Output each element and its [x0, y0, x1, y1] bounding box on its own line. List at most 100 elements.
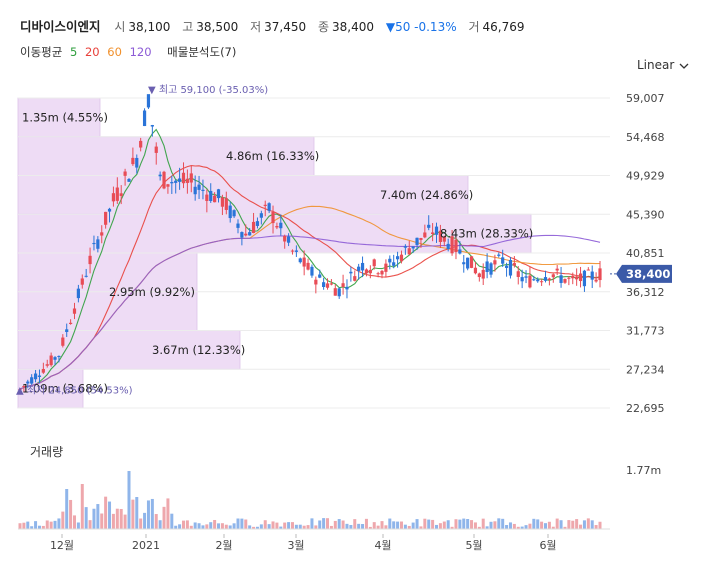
change-value: ▼50 -0.13%: [385, 20, 457, 34]
volume-bar: [489, 521, 493, 529]
volume-bar: [252, 526, 256, 529]
volume-bar: [314, 525, 318, 529]
candle: [267, 202, 271, 214]
volume-bar: [150, 498, 154, 529]
volume-bar: [220, 523, 224, 529]
volume-bar: [337, 519, 341, 529]
volume-bar: [505, 525, 509, 529]
volume-bar: [135, 497, 139, 529]
scale-selector[interactable]: Linear: [637, 58, 689, 72]
candle: [205, 189, 209, 213]
volume-bar: [143, 512, 147, 529]
candle: [427, 215, 431, 231]
candle: [111, 186, 116, 207]
volume-bar: [431, 519, 435, 529]
candle: [76, 284, 80, 303]
volume-bar: [80, 484, 84, 529]
candle: [150, 124, 154, 137]
ma-20-line: [19, 165, 601, 390]
volume-bar: [34, 521, 38, 529]
candle: [88, 247, 92, 274]
candle: [536, 277, 540, 283]
candle: [469, 256, 474, 269]
volume-bar: [279, 526, 283, 529]
volume-bar: [123, 514, 127, 529]
volume-bar: [520, 526, 524, 529]
candle: [368, 265, 372, 279]
candle: [399, 250, 404, 264]
candle: [135, 154, 139, 174]
candle: [100, 225, 104, 244]
volume-bar: [575, 519, 579, 529]
candle: [563, 278, 567, 284]
candle: [283, 234, 287, 249]
volume-bar: [579, 524, 583, 529]
y-tick-label: 54,468: [626, 131, 665, 144]
volume-bar: [333, 520, 337, 529]
candle: [357, 263, 361, 280]
candle: [415, 237, 419, 250]
candle: [146, 94, 151, 109]
moving-average-legend[interactable]: 이동평균 5 20 60 120 매물분석도(7): [20, 44, 240, 60]
y-tick-label: 40,851: [626, 247, 665, 260]
volume-bar: [384, 525, 388, 529]
volume-bar: [598, 521, 602, 529]
candle: [290, 249, 295, 255]
candle: [322, 277, 326, 290]
volume-bar: [547, 521, 551, 529]
volume-bar: [41, 525, 45, 529]
volume-profile-bar: [17, 175, 469, 215]
candle: [349, 266, 353, 282]
candle: [567, 275, 571, 286]
candle: [450, 230, 454, 256]
candle: [524, 270, 528, 284]
candle: [80, 274, 84, 289]
volume-bar: [462, 518, 466, 529]
candle: [45, 359, 49, 368]
volume-bar: [166, 498, 170, 529]
volume-analysis-label[interactable]: 매물분석도(7): [167, 45, 237, 59]
x-tick-label: 6월: [539, 539, 556, 552]
candle: [329, 279, 334, 286]
candle: [216, 188, 221, 203]
volume-bar: [158, 520, 162, 529]
volume-bar: [275, 522, 279, 529]
volume-bar: [364, 518, 368, 529]
candle: [177, 167, 182, 190]
candle: [376, 271, 380, 278]
candle: [314, 276, 318, 294]
volume-bar: [427, 519, 431, 529]
volume-bar: [259, 524, 263, 529]
x-tick-label: 3월: [287, 539, 304, 552]
volume-bar: [396, 521, 400, 529]
candle: [341, 274, 345, 295]
y-tick-label: 49,929: [626, 170, 665, 183]
volume-bar: [154, 514, 158, 529]
candle: [360, 256, 365, 278]
x-tick-label: 5월: [465, 539, 482, 552]
candle: [353, 270, 357, 282]
close-value: 38,400: [332, 20, 375, 34]
annotations: ▼ 최고 59,100 (-35.03%) ▲ 최저 24,850 (54.53%…: [16, 84, 672, 397]
candle: [162, 170, 166, 190]
candle: [431, 223, 435, 242]
candle: [543, 270, 548, 283]
candle: [407, 240, 411, 256]
volume-bar: [108, 501, 112, 529]
candle: [92, 235, 96, 251]
volume-bar: [322, 518, 326, 529]
volume-bar: [551, 526, 555, 529]
volume-bar: [512, 523, 516, 529]
candle: [571, 272, 575, 285]
volume-bar: [454, 519, 458, 529]
candle: [516, 266, 520, 285]
volume-bar: [201, 525, 205, 529]
candle: [578, 266, 583, 288]
volume-bar: [329, 525, 333, 529]
volume-bar: [508, 522, 512, 529]
volume-bar: [470, 520, 474, 529]
volume-profile-label: 3.67m (12.33%): [152, 343, 245, 357]
candle: [384, 259, 388, 277]
candle: [259, 210, 263, 225]
